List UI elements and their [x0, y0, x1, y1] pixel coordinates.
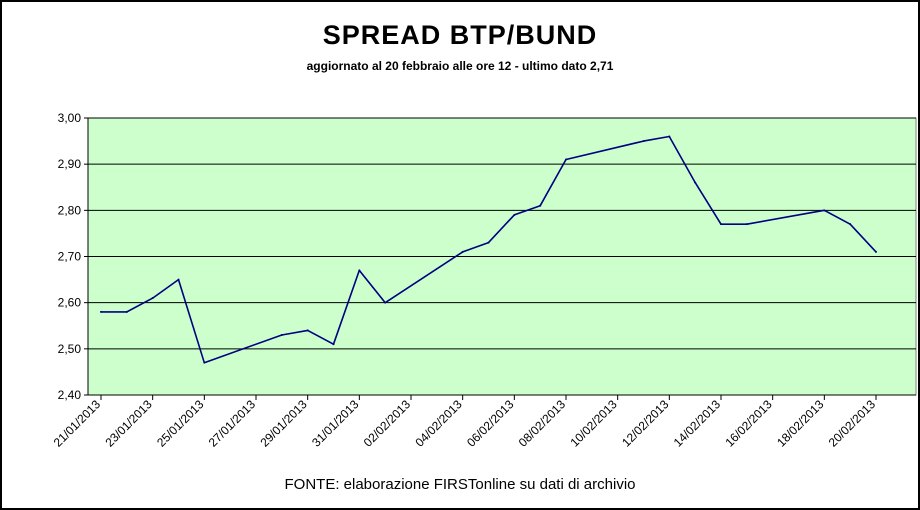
x-tick-label: 04/02/2013	[412, 397, 465, 450]
data-point	[177, 278, 180, 281]
x-tick-label: 31/01/2013	[309, 397, 362, 450]
data-point	[280, 333, 283, 336]
data-point	[745, 223, 748, 226]
data-point	[539, 204, 542, 207]
chart-subtitle: aggiornato al 20 febbraio alle ore 12 - …	[306, 59, 614, 73]
x-tick-label: 16/02/2013	[722, 397, 775, 450]
data-point	[125, 310, 128, 313]
data-point	[694, 181, 697, 184]
y-tick-label: 3,00	[58, 111, 82, 125]
data-point	[358, 269, 361, 272]
y-tick-label: 2,60	[58, 296, 82, 310]
data-point	[487, 241, 490, 244]
x-tick-label: 10/02/2013	[567, 397, 620, 450]
x-tick-label: 06/02/2013	[464, 397, 517, 450]
y-tick-label: 2,40	[58, 388, 82, 402]
x-tick-label: 14/02/2013	[671, 397, 724, 450]
x-tick-label: 20/02/2013	[826, 397, 879, 450]
data-point	[100, 310, 102, 313]
data-point	[306, 329, 309, 332]
data-point	[384, 301, 387, 304]
data-point	[203, 361, 206, 364]
data-point	[513, 213, 516, 216]
data-point	[151, 297, 154, 300]
data-point	[461, 250, 464, 253]
data-point	[565, 158, 567, 161]
data-point	[875, 250, 877, 253]
y-tick-label: 2,80	[58, 203, 82, 217]
y-tick-label: 2,70	[58, 250, 82, 264]
data-point	[720, 223, 722, 226]
chart-title: SPREAD BTP/BUND	[322, 20, 598, 50]
x-tick-label: 25/01/2013	[154, 397, 207, 450]
x-tick-label: 23/01/2013	[102, 397, 155, 450]
x-tick-label: 18/02/2013	[774, 397, 827, 450]
data-point	[642, 140, 645, 143]
x-tick-label: 21/01/2013	[51, 397, 104, 450]
x-tick-label: 27/01/2013	[206, 397, 259, 450]
data-point	[849, 223, 852, 226]
x-tick-label: 02/02/2013	[361, 397, 414, 450]
data-point	[823, 209, 826, 212]
x-tick-label: 12/02/2013	[619, 397, 672, 450]
chart-source: FONTE: elaborazione FIRSTonline su dati …	[284, 476, 636, 493]
data-point	[332, 343, 335, 346]
data-point	[668, 135, 671, 138]
x-tick-label: 08/02/2013	[516, 397, 569, 450]
y-tick-label: 2,90	[58, 157, 82, 171]
x-tick-label: 29/01/2013	[257, 397, 310, 450]
y-tick-label: 2,50	[58, 342, 82, 356]
